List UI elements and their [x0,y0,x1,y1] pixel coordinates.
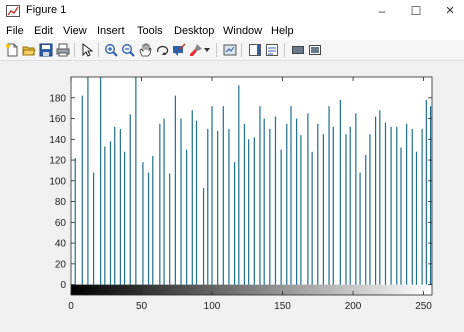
y-tick-label: 140 [49,135,66,146]
show-plot-tools-icon[interactable] [307,42,323,58]
chevron-down-icon[interactable] [203,42,211,58]
x-tick-label: 0 [68,301,74,312]
maximize-button[interactable]: ☐ [402,1,430,21]
toolbar-separator [241,43,242,57]
data-cursor-icon[interactable] [171,42,187,58]
x-tick-label: 200 [345,301,362,312]
toolbar-separator [98,43,99,57]
matlab-figure-icon [6,5,20,17]
toolbar-separator [284,43,285,57]
menu-view[interactable]: View [63,25,87,37]
menu-file[interactable]: File [6,25,24,37]
close-button[interactable]: × [436,1,464,21]
menu-window[interactable]: Window [223,25,262,37]
menu-desktop[interactable]: Desktop [174,25,214,37]
colorbar-icon[interactable] [247,42,263,58]
link-plot-icon[interactable] [222,42,238,58]
zoom-out-icon[interactable] [120,42,136,58]
menu-tools[interactable]: Tools [137,25,163,37]
menu-insert[interactable]: Insert [97,25,125,37]
y-tick-label: 160 [49,114,66,125]
toolbar-separator [74,43,75,57]
rotate-3d-icon[interactable] [154,42,170,58]
title-bar: Figure 1 – ☐ × [0,0,464,22]
minimize-button[interactable]: – [368,1,396,21]
new-figure-icon[interactable] [4,42,20,58]
y-tick-label: 20 [55,259,67,270]
pan-icon[interactable] [137,42,153,58]
menu-edit[interactable]: Edit [34,25,53,37]
x-tick-label: 250 [415,301,432,312]
menu-bar: File Edit View Insert Tools Desktop Wind… [0,22,464,40]
x-tick-label: 100 [204,301,221,312]
y-tick-label: 100 [49,176,66,187]
y-tick-label: 40 [55,239,67,250]
grayscale-colorbar [71,285,432,295]
y-tick-label: 60 [55,218,67,229]
y-tick-label: 120 [49,156,66,167]
pointer-icon[interactable] [79,42,95,58]
y-tick-label: 180 [49,93,66,104]
zoom-in-icon[interactable] [103,42,119,58]
figure-toolbar [0,40,464,61]
x-tick-label: 150 [274,301,291,312]
y-tick-label: 80 [55,197,67,208]
hide-plot-tools-icon[interactable] [290,42,306,58]
print-icon[interactable] [55,42,71,58]
figure-canvas: 0 20 40 60 80 100 120 140 160 180 0 50 100 150 200 250 [0,61,464,332]
y-tick-label: 0 [60,280,66,291]
window-title: Figure 1 [26,4,66,16]
x-tick-label: 50 [136,301,148,312]
legend-icon[interactable] [264,42,280,58]
brush-icon[interactable] [188,42,204,58]
save-icon[interactable] [38,42,54,58]
open-file-icon[interactable] [21,42,37,58]
histogram-plot: 0 20 40 60 80 100 120 140 160 180 0 50 100 150 200 250 [0,61,464,332]
menu-help[interactable]: Help [271,25,294,37]
toolbar-separator [216,43,217,57]
